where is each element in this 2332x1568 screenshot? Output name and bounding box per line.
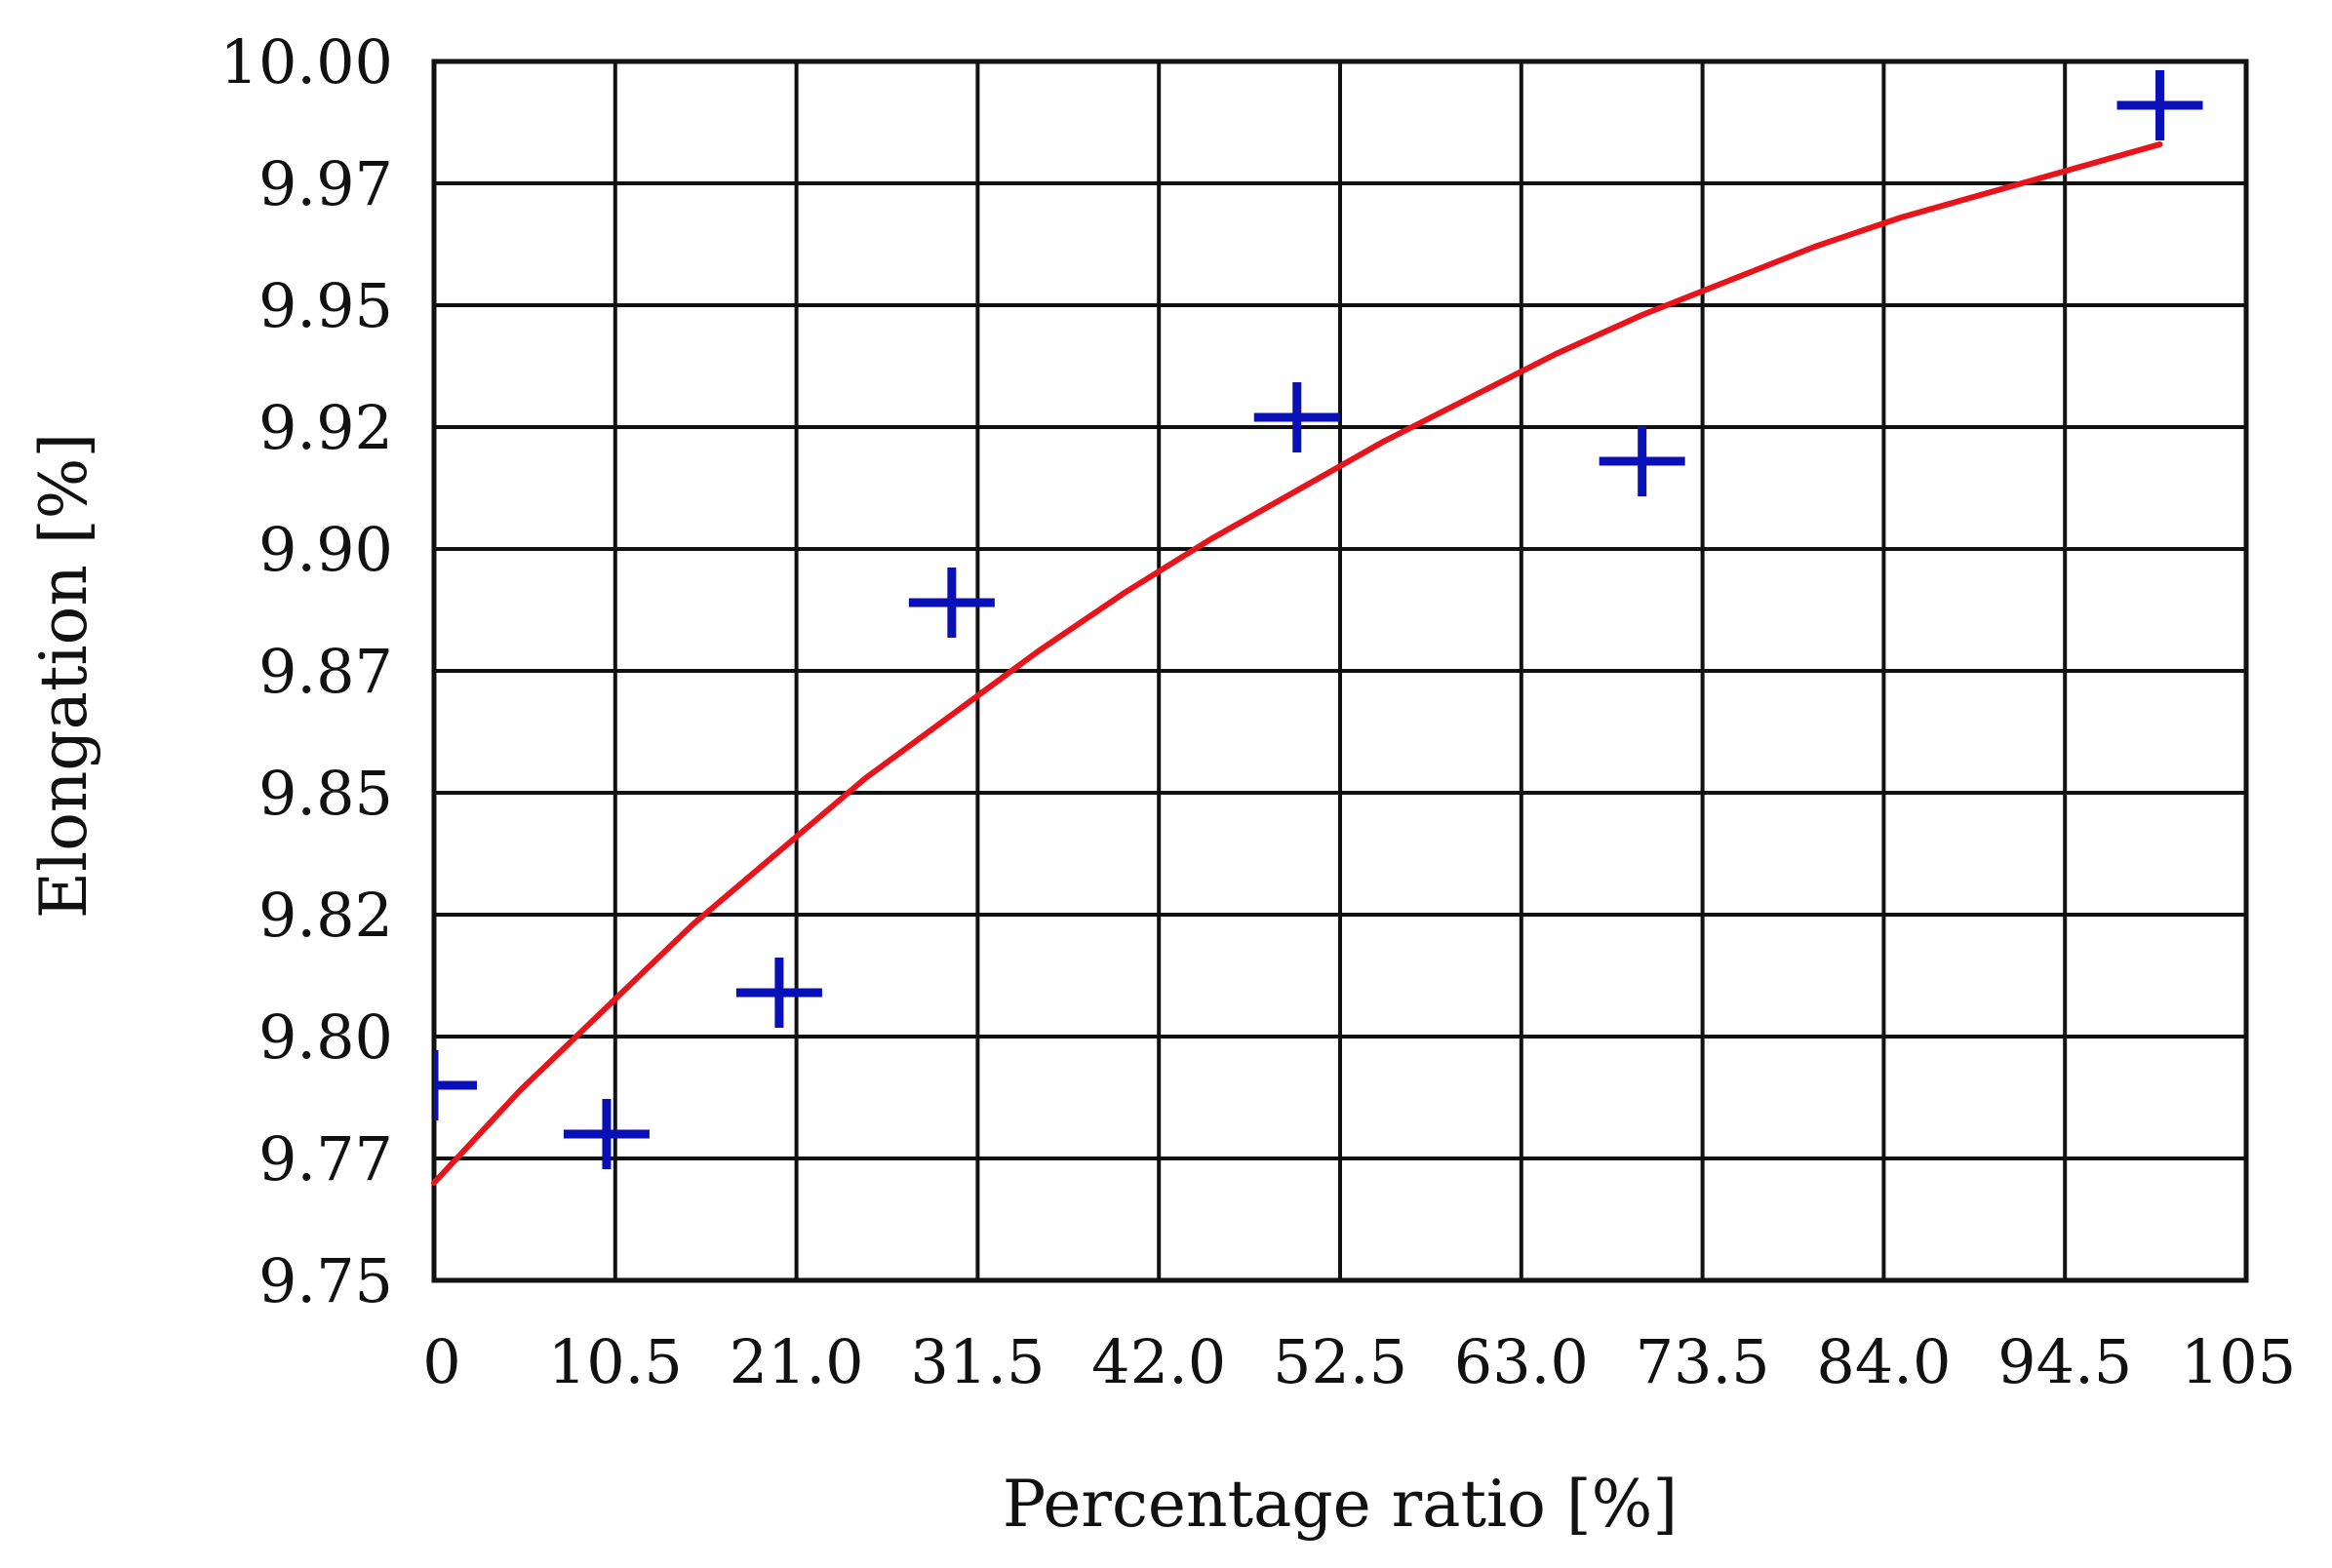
y-tick-label: 9.80 <box>258 1001 393 1073</box>
x-tick-label: 21.0 <box>730 1326 864 1397</box>
y-tick-label: 9.77 <box>258 1123 393 1195</box>
grid <box>434 61 2246 1280</box>
y-tick-label: 9.97 <box>258 148 393 219</box>
y-tick-label: 9.95 <box>258 270 393 341</box>
data-points-layer <box>434 70 2203 1169</box>
y-tick-label: 10.00 <box>220 26 394 98</box>
data-point <box>908 568 995 638</box>
x-tick-labels: 0 10.5 21.0 31.5 42.0 52.5 63.0 73.5 84.0 94.5 105 <box>422 1326 2296 1397</box>
y-tick-label: 9.87 <box>258 636 393 707</box>
y-tick-label: 9.90 <box>258 514 393 585</box>
fit-curve-layer <box>431 141 2163 1186</box>
data-point <box>2116 70 2203 140</box>
x-tick-label: 42.0 <box>1091 1326 1226 1397</box>
data-point <box>1599 426 1685 496</box>
x-tick-label: 105 <box>2181 1326 2296 1397</box>
x-axis-title: Percentage ratio [%] <box>1003 1467 1678 1542</box>
y-tick-labels: 9.75 9.77 9.80 9.82 9.85 9.87 9.90 9.92 9.95 9.97… <box>220 26 394 1316</box>
data-point <box>1253 382 1340 452</box>
x-tick-label: 52.5 <box>1273 1326 1407 1397</box>
y-tick-label: 9.82 <box>258 880 393 951</box>
y-axis-title: Elongation [%] <box>26 433 101 919</box>
fit-curve <box>431 141 2163 1186</box>
x-tick-label: 10.5 <box>548 1326 683 1397</box>
x-tick-label: 84.0 <box>1816 1326 1951 1397</box>
x-tick-label: 0 <box>422 1326 460 1397</box>
y-tick-label: 9.92 <box>258 392 393 463</box>
x-tick-label: 31.5 <box>910 1326 1045 1397</box>
data-point <box>735 958 822 1028</box>
x-tick-label: 73.5 <box>1636 1326 1770 1397</box>
data-point <box>563 1099 650 1169</box>
x-tick-label: 94.5 <box>1997 1326 2132 1397</box>
x-tick-label: 63.0 <box>1454 1326 1589 1397</box>
data-point <box>434 1050 477 1120</box>
plot-frame <box>431 59 2249 1283</box>
y-tick-label: 9.85 <box>258 758 393 829</box>
y-tick-label: 9.75 <box>258 1245 393 1316</box>
